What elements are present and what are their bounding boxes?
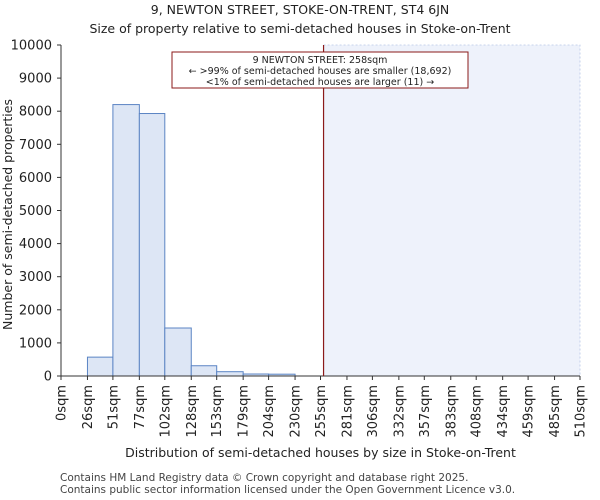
x-tick-label: 485sqm [548,385,563,438]
y-tick-label: 2000 [19,303,52,318]
chart-title: 9, NEWTON STREET, STOKE-ON-TRENT, ST4 6J… [150,2,450,17]
y-tick-label: 6000 [19,171,52,186]
annotation-box [171,51,469,89]
histogram-bar [164,327,192,377]
y-axis-label: Number of semi-detached properties [0,99,15,330]
x-tick-label: 128sqm [185,385,200,438]
histogram-bar [112,104,140,377]
y-tick-label: 5000 [19,204,52,219]
annotation-line: <1% of semi-detached houses are larger (… [206,77,434,88]
histogram-bar [190,365,218,377]
x-tick-label: 357sqm [418,385,433,438]
footer-licence: Contains public sector information licen… [60,484,516,496]
x-tick-label: 408sqm [470,385,485,438]
x-tick-label: 332sqm [392,385,407,438]
histogram-bar [216,371,244,377]
x-tick-label: 306sqm [366,385,381,438]
histogram-bar [138,113,166,377]
y-tick-label: 1000 [19,336,52,351]
x-tick-label: 281sqm [340,385,355,438]
larger-region-shade [323,44,581,377]
histogram-bar [86,356,114,377]
y-tick-label: 3000 [19,270,52,285]
x-tick-label: 77sqm [133,385,148,429]
y-tick-label: 9000 [19,72,52,87]
x-tick-label: 459sqm [522,385,537,438]
x-tick-label: 153sqm [210,385,225,438]
chart-subtitle: Size of property relative to semi-detach… [89,21,511,36]
x-tick-label: 434sqm [496,385,511,438]
x-tick-label: 255sqm [314,385,329,438]
x-tick-label: 204sqm [262,385,277,438]
footer-copyright: Contains HM Land Registry data © Crown c… [60,472,469,484]
annotation-line: 9 NEWTON STREET: 258sqm [253,55,388,66]
x-tick-label: 230sqm [289,385,304,438]
x-tick-label: 102sqm [158,385,173,438]
y-tick-label: 10000 [11,39,52,54]
y-tick-label: 8000 [19,105,52,120]
x-tick-label: 26sqm [81,385,96,429]
histogram-chart: 0 1000 2000 3000 4000 5000 6000 7000 8000 9000 100… [0,39,589,461]
x-tick-label: 0sqm [55,385,70,421]
x-axis-label: Distribution of semi-detached houses by … [125,445,516,460]
x-tick-label: 51sqm [106,385,121,429]
x-tick-label: 510sqm [574,385,589,438]
annotation-line: ← >99% of semi-detached houses are small… [189,66,452,77]
y-tick-label: 7000 [19,138,52,153]
x-tick-label: 383sqm [444,385,459,438]
x-tick-label: 179sqm [237,385,252,438]
y-tick-label: 4000 [19,237,52,252]
y-tick-label: 0 [44,370,52,385]
